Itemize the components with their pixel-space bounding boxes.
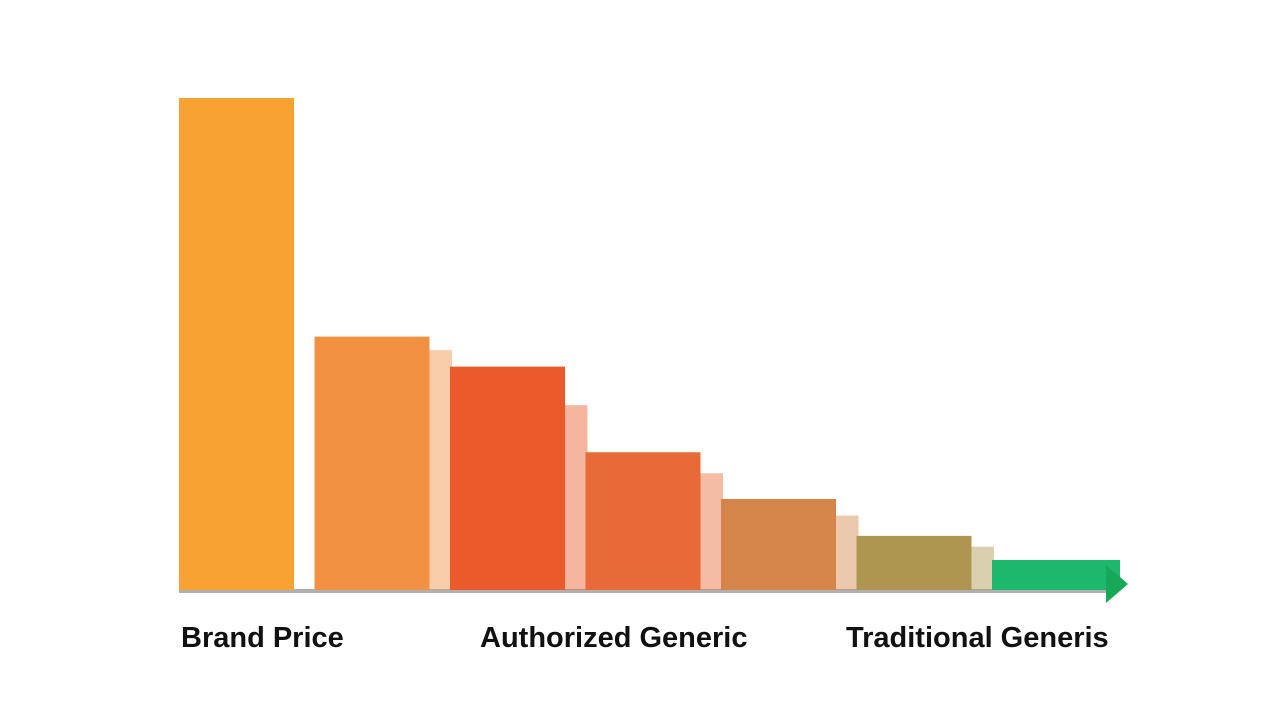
bar-connector-1 (429, 350, 452, 590)
bar-1 (179, 98, 294, 590)
bar-connector-3 (700, 473, 723, 590)
label-brand-price: Brand Price (181, 622, 344, 654)
bar-connector-4 (836, 515, 859, 590)
bar-5 (721, 498, 836, 590)
arrow-head-icon (1106, 564, 1128, 603)
bar-4 (585, 452, 701, 590)
bar-3 (450, 366, 565, 590)
bar-6 (856, 535, 972, 590)
label-authorized-generic: Authorized Generic (480, 622, 748, 654)
label-traditional-generic: Traditional Generis (846, 622, 1109, 654)
bar-2 (314, 336, 430, 590)
bar-connector-2 (565, 405, 588, 590)
bar-connector-5 (971, 546, 994, 590)
bar-7 (992, 559, 1120, 590)
